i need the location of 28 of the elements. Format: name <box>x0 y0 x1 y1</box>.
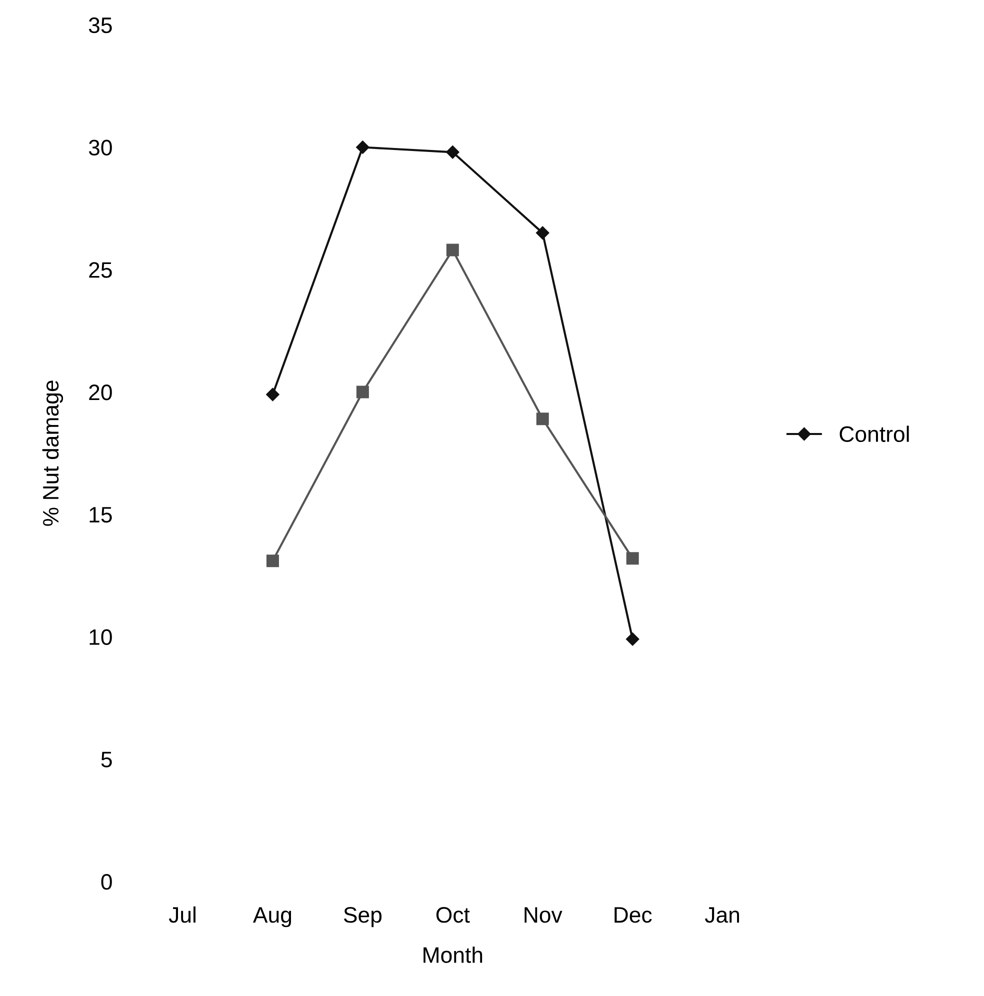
x-tick-label: Dec <box>614 907 652 923</box>
point <box>626 552 639 565</box>
x-tick-label: Nov <box>524 907 562 923</box>
x-tick-label: Jan <box>704 907 740 923</box>
y-tick-label: 35 <box>88 17 112 34</box>
y-tick-label: 15 <box>90 507 112 523</box>
x-axis-title: Month <box>424 946 482 963</box>
point <box>536 226 550 240</box>
legend-label: Control <box>840 426 909 442</box>
x-tick-label: Oct <box>436 907 470 923</box>
x-tick-label: Jul <box>168 906 196 923</box>
point <box>446 146 460 159</box>
y-tick-label: 25 <box>89 262 112 278</box>
point <box>446 244 459 256</box>
x-tick-label: Aug <box>252 907 292 928</box>
y-axis-title: % Nut damage <box>42 380 64 526</box>
point <box>266 554 279 568</box>
point <box>266 388 280 402</box>
point <box>356 386 369 398</box>
x-tick-label: Sep <box>344 907 382 928</box>
point <box>536 412 549 426</box>
y-tick-label: 20 <box>89 384 112 400</box>
point <box>626 632 640 646</box>
point <box>356 140 370 154</box>
y-tick-label: 0 <box>101 874 112 890</box>
y-tick-label: 5 <box>101 752 112 768</box>
y-tick-label: 10 <box>90 629 112 645</box>
y-tick-label: 30 <box>88 140 112 156</box>
